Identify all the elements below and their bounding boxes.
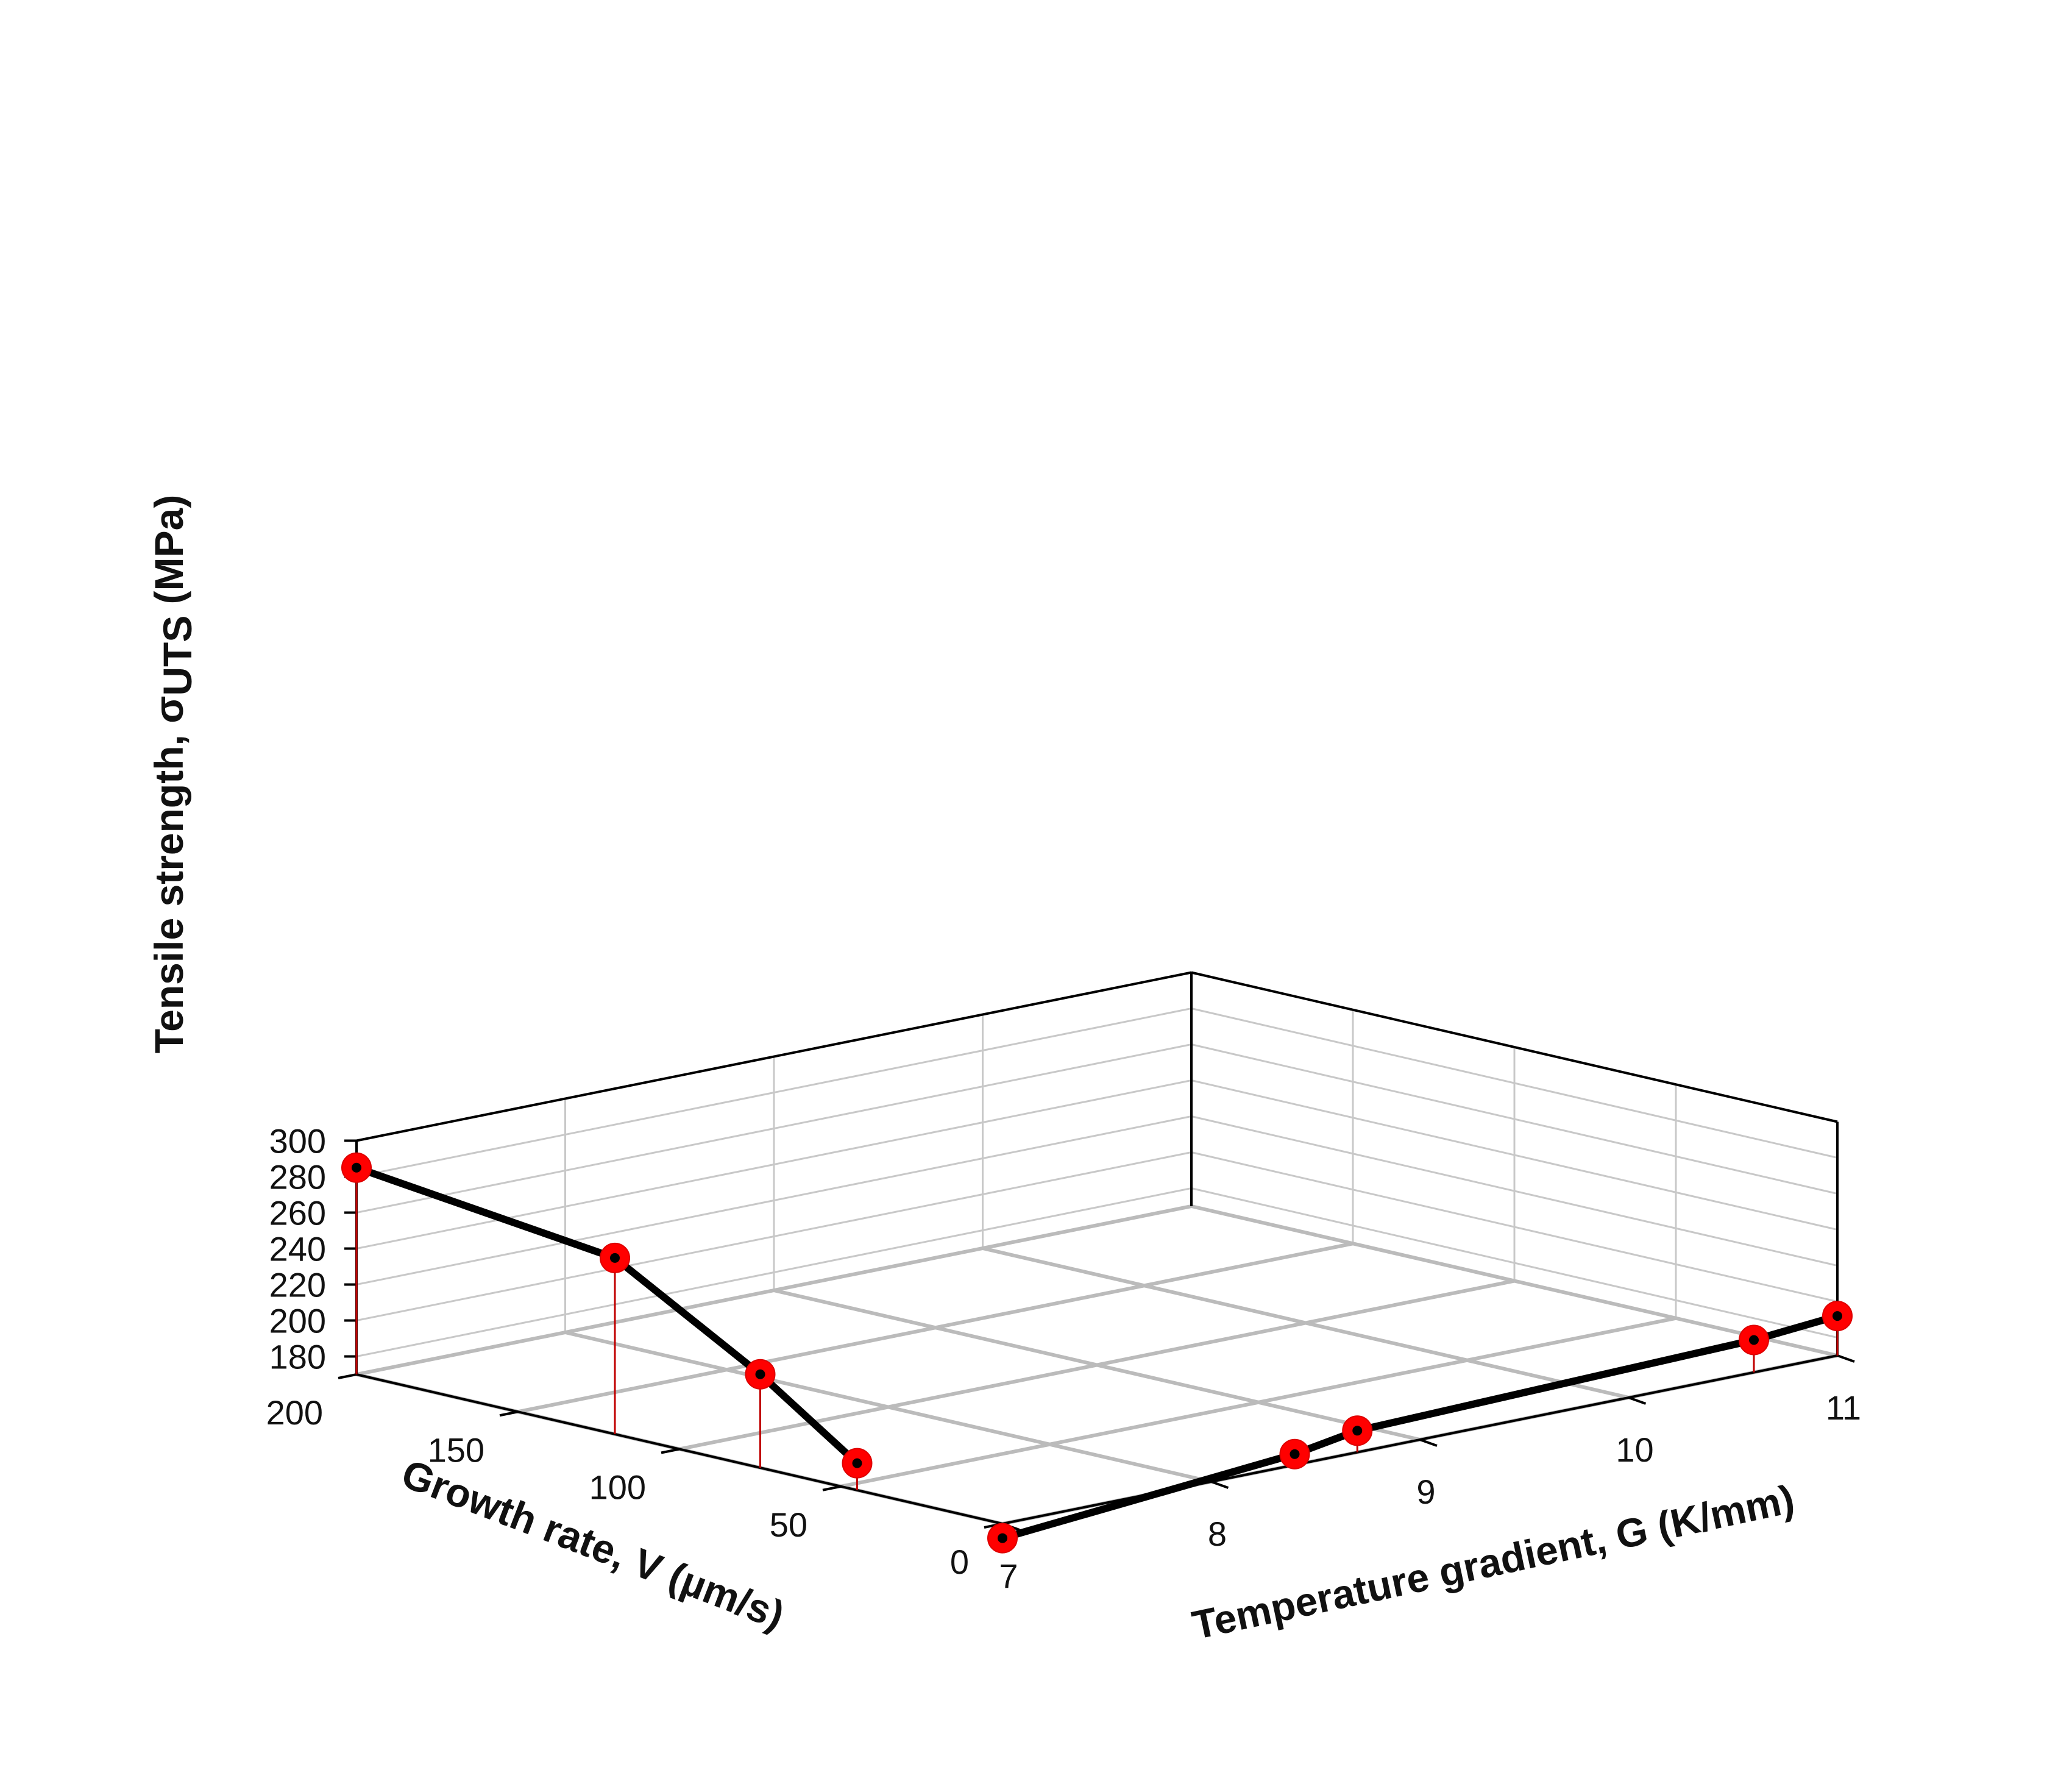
floor-gridline-g xyxy=(1191,1204,1838,1357)
z-tick-label: 200 xyxy=(269,1302,326,1340)
data-point-center xyxy=(1352,1426,1363,1436)
y-tick-mark xyxy=(1210,1480,1229,1489)
floor-gridline-g xyxy=(982,1246,1630,1399)
series-line xyxy=(353,1164,861,1467)
x-tick-label: 200 xyxy=(266,1393,323,1432)
data-point-center xyxy=(998,1533,1007,1543)
drop-lines xyxy=(355,1167,1839,1538)
y-tick-label: 10 xyxy=(1616,1431,1653,1469)
x-tick-mark xyxy=(499,1410,519,1417)
data-point-center xyxy=(610,1253,620,1263)
data-point-center xyxy=(1833,1311,1842,1321)
data-point-center xyxy=(1290,1449,1300,1459)
z-axis-title: Tensile strength, σUTS (MPa) xyxy=(146,495,200,1054)
y-axis-title: Temperature gradient, G (K/mm) xyxy=(1188,1476,1798,1648)
x-tick-mark xyxy=(661,1448,680,1454)
x-tick-label: 50 xyxy=(770,1505,807,1544)
frame-top-right-edge xyxy=(1191,971,1838,1123)
data-point-center xyxy=(352,1162,361,1173)
y-tick-label: 7 xyxy=(999,1557,1018,1595)
y-tick-mark xyxy=(1837,1354,1855,1363)
floor-gridline-g xyxy=(773,1288,1421,1441)
x-tick-label: 150 xyxy=(428,1431,484,1469)
floor-gridline-g xyxy=(564,1331,1212,1484)
x-tick-label: 100 xyxy=(589,1468,646,1507)
data-point-center xyxy=(1749,1335,1759,1345)
z-axis-title-prefix: Tensile strength, σ xyxy=(146,696,191,1054)
x-tick-label: 0 xyxy=(950,1543,969,1581)
z-axis-title-subscript: UTS xyxy=(155,616,200,696)
z-tick-label: 220 xyxy=(269,1266,326,1304)
y-tick-label: 9 xyxy=(1416,1473,1435,1511)
z-tick-label: 180 xyxy=(269,1338,326,1376)
x-tick-mark xyxy=(822,1485,842,1491)
data-series xyxy=(341,1152,1853,1554)
frame-top-left-edge xyxy=(356,971,1192,1142)
z-axis-title-suffix: (MPa) xyxy=(146,495,191,616)
z-tick-label: 280 xyxy=(269,1158,326,1196)
data-point-center xyxy=(852,1458,862,1468)
y-tick-mark xyxy=(1628,1396,1647,1405)
z-tick-label: 240 xyxy=(269,1230,326,1268)
z-tick-label: 260 xyxy=(269,1194,326,1232)
y-tick-label: 11 xyxy=(1826,1388,1861,1427)
y-tick-label: 8 xyxy=(1208,1515,1227,1553)
y-tick-mark xyxy=(1419,1438,1438,1447)
z-tick-label: 300 xyxy=(269,1122,326,1160)
x-tick-mark xyxy=(338,1373,357,1379)
data-point-center xyxy=(755,1369,765,1379)
